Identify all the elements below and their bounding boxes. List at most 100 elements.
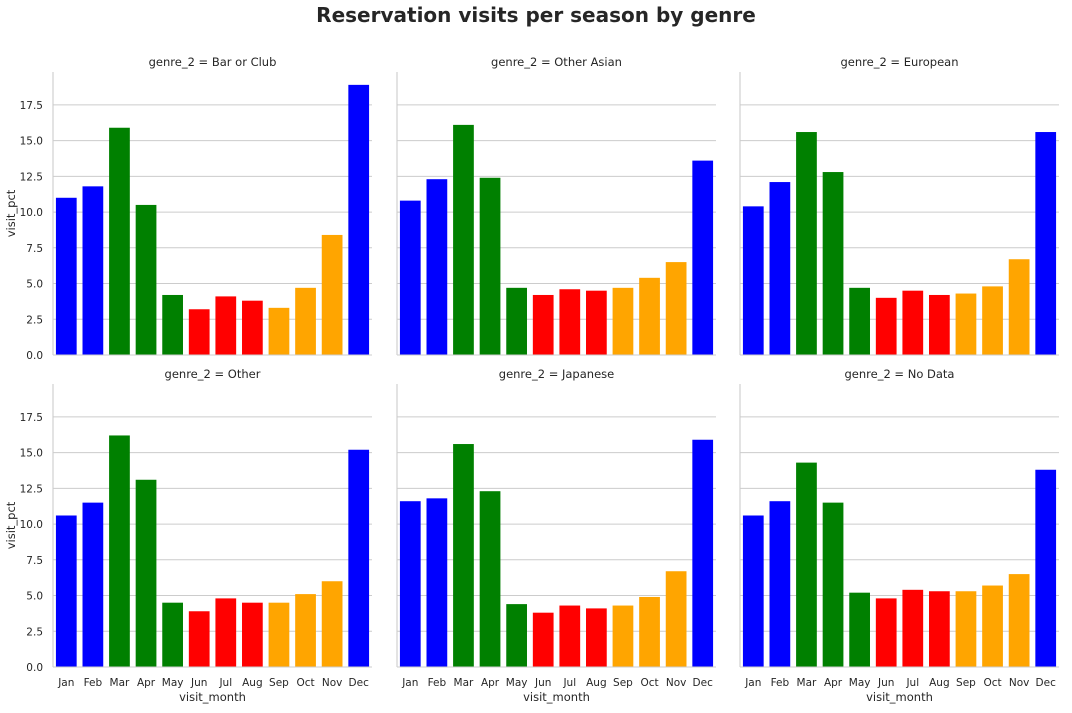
y-tick-label: 17.5 (20, 412, 43, 424)
bar-apr (479, 177, 501, 355)
x-tick-label: Dec (349, 677, 370, 689)
y-tick-label: 15.0 (20, 136, 43, 148)
bar-jun (875, 297, 897, 355)
y-axis-label: visit_pct (4, 501, 18, 549)
bar-aug (586, 290, 607, 355)
bar-jan (55, 515, 77, 667)
bar-jan (742, 206, 764, 355)
panel-title: genre_2 = Other (165, 367, 261, 381)
bar-nov (321, 581, 343, 667)
facet-panel: genre_2 = European (739, 55, 1059, 356)
bar-oct (982, 585, 1003, 667)
panel-title: genre_2 = Other Asian (491, 55, 622, 69)
bar-mar (453, 444, 474, 667)
bar-oct (295, 594, 316, 667)
x-tick-label: Mar (110, 677, 130, 689)
x-tick-label: Sep (956, 677, 976, 689)
bar-dec (692, 439, 714, 667)
y-axis-label: visit_pct (4, 189, 18, 237)
bar-may (506, 287, 527, 355)
x-tick-label: Mar (797, 677, 817, 689)
bar-jan (399, 200, 421, 355)
y-tick-label: 7.5 (26, 243, 43, 255)
x-tick-label: Apr (137, 677, 156, 689)
x-tick-label: Nov (322, 677, 343, 689)
bar-sep (612, 605, 634, 667)
x-axis-label: visit_month (866, 690, 933, 704)
y-tick-label: 12.5 (20, 483, 43, 495)
y-tick-label: 15.0 (20, 448, 43, 460)
facet-panel: genre_2 = Bar or Club 0.0 2.5 5.0 7.5 10.0 12.… (4, 55, 372, 362)
panel-title: genre_2 = Bar or Club (149, 55, 277, 69)
bar-may (506, 604, 527, 667)
bar-may (162, 602, 183, 667)
bar-dec (692, 160, 714, 355)
bar-aug (929, 591, 950, 667)
x-tick-label: Feb (771, 677, 790, 689)
bar-mar (109, 435, 130, 667)
bar-nov (665, 262, 687, 355)
panel-title: genre_2 = European (840, 55, 958, 69)
bar-apr (822, 502, 844, 667)
y-tick-label: 0.0 (26, 662, 43, 674)
bar-feb (426, 498, 448, 667)
bar-nov (1008, 259, 1030, 355)
bar-jun (188, 611, 210, 667)
bar-oct (982, 286, 1003, 355)
bar-sep (268, 602, 290, 667)
x-tick-label: Nov (666, 677, 687, 689)
y-tick-label: 12.5 (20, 171, 43, 183)
x-tick-label: May (849, 677, 871, 689)
bar-aug (586, 608, 607, 667)
y-tick-label: 2.5 (26, 314, 43, 326)
bar-jan (55, 197, 77, 355)
bar-aug (929, 294, 950, 355)
bar-jul (559, 605, 581, 667)
bar-dec (1035, 469, 1057, 667)
bar-jul (902, 589, 924, 667)
bar-may (162, 294, 183, 355)
bar-oct (639, 277, 660, 355)
x-tick-label: May (506, 677, 528, 689)
x-tick-label: Sep (613, 677, 633, 689)
bar-nov (665, 571, 687, 667)
bar-nov (321, 234, 343, 355)
bar-may (849, 592, 870, 667)
facet-panel: genre_2 = No Data Jan Feb Mar Apr May Jun Jul Au… (739, 367, 1059, 704)
bar-jul (215, 296, 237, 355)
bar-feb (82, 502, 104, 667)
bar-mar (109, 127, 130, 355)
facet-panel: genre_2 = Japanese Jan Feb Mar Apr May Jun Jul A… (396, 367, 716, 704)
bar-dec (348, 449, 370, 667)
x-tick-label: Oct (983, 677, 1001, 689)
bar-mar (796, 132, 817, 355)
y-tick-label: 5.0 (26, 591, 43, 603)
bar-apr (479, 491, 501, 667)
x-tick-label: Apr (824, 677, 843, 689)
x-tick-label: Jan (57, 677, 74, 689)
bar-sep (268, 307, 290, 355)
x-tick-label: Oct (296, 677, 314, 689)
x-tick-label: Dec (1036, 677, 1057, 689)
bar-nov (1008, 574, 1030, 667)
bar-dec (1035, 132, 1057, 355)
y-tick-label: 5.0 (26, 279, 43, 291)
x-tick-label: Aug (242, 677, 263, 689)
x-tick-label: Mar (454, 677, 474, 689)
x-tick-label: Feb (84, 677, 103, 689)
x-tick-label: Jul (562, 677, 576, 689)
x-tick-label: Aug (929, 677, 950, 689)
x-tick-label: Aug (586, 677, 607, 689)
bar-feb (426, 179, 448, 355)
x-axis-label: visit_month (523, 690, 590, 704)
x-tick-label: Nov (1009, 677, 1030, 689)
bar-apr (135, 204, 157, 355)
bar-aug (242, 300, 263, 355)
facet-panel: genre_2 = Other Asian (396, 55, 716, 356)
bar-mar (453, 124, 474, 355)
bar-jun (875, 598, 897, 667)
x-tick-label: Apr (481, 677, 500, 689)
x-tick-label: Jan (401, 677, 418, 689)
